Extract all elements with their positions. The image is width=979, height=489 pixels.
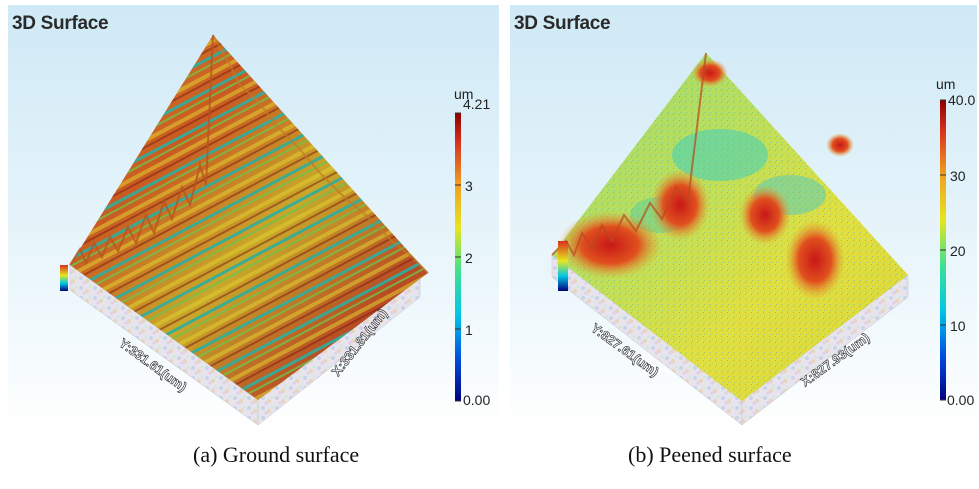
colorbar-unit: um	[936, 76, 955, 92]
surface-plot-peened: um 40.0 30 20 10 0.00 Y:827.61(um) X:827…	[510, 5, 977, 430]
colorbar-tick: 30	[950, 168, 966, 184]
mini-colorbar	[558, 241, 568, 291]
colorbar-tick-min: 0.00	[947, 392, 974, 408]
surface-plot-ground: um 4.21 3 2 1 0.00 Y:331.61(um) X:331.81…	[8, 5, 499, 430]
caption-peened-surface: (b) Peened surface	[628, 442, 792, 467]
colorbar-tick-max: 40.0	[948, 92, 975, 108]
colorbar-tick-min: 0.00	[463, 392, 490, 408]
panel-title: 3D Surface	[12, 13, 109, 34]
colorbar-tick: 2	[465, 250, 473, 266]
mini-colorbar	[60, 265, 68, 291]
colorbar-tick: 20	[950, 243, 966, 259]
colorbar-tick: 10	[950, 318, 966, 334]
panel-peened-surface: um 40.0 30 20 10 0.00 Y:827.61(um) X:827…	[510, 5, 977, 430]
colorbar-tick: 1	[465, 322, 473, 338]
panel-ground-surface: um 4.21 3 2 1 0.00 Y:331.61(um) X:331.81…	[8, 5, 499, 430]
colorbar-tick-max: 4.21	[463, 96, 490, 112]
colorbar-tick: 3	[465, 178, 473, 194]
caption-ground-surface: (a) Ground surface	[193, 442, 360, 467]
colorbar-unit: um	[454, 86, 473, 102]
panel-title: 3D Surface	[514, 13, 611, 34]
